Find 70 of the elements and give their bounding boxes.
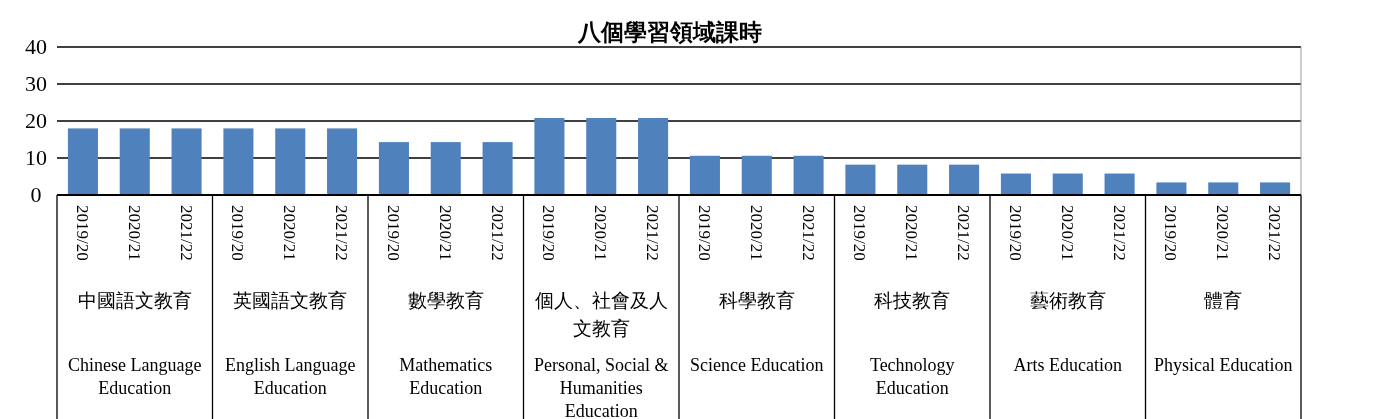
bar [638, 118, 669, 195]
x-tick-label: 2019/20 [1161, 205, 1181, 261]
x-tick-label: 2019/20 [694, 205, 714, 261]
bar [67, 128, 98, 195]
text: English Language Education [225, 355, 356, 398]
x-tick-label: 2019/20 [850, 205, 870, 261]
x-tick-label: 2021/22 [1265, 205, 1285, 261]
bar [327, 128, 358, 195]
bar [1000, 173, 1031, 195]
bar [482, 142, 513, 195]
x-tick-label: 2019/20 [1005, 205, 1025, 261]
bar [1104, 173, 1135, 195]
bar [171, 128, 202, 195]
y-tick-label: 20 [25, 108, 47, 133]
x-tick-label: 2020/21 [902, 205, 922, 261]
y-tick-label: 30 [25, 71, 47, 96]
x-tick-label: 2020/21 [591, 205, 611, 261]
bar [430, 142, 461, 195]
text: 中國語文教育 [77, 290, 192, 311]
text: 藝術教育 [1029, 290, 1106, 311]
y-tick-label: 0 [30, 182, 42, 207]
x-tick-label: 2021/22 [332, 205, 352, 261]
bar [119, 128, 150, 195]
bar [897, 164, 928, 195]
x-tick-label: 2020/21 [1213, 205, 1233, 261]
x-tick-label: 2021/22 [643, 205, 663, 261]
text: 英國語文教育 [233, 290, 348, 311]
x-tick-label: 2020/21 [280, 205, 300, 261]
text: Mathematics Education [399, 355, 493, 398]
x-tick-label: 2019/20 [383, 205, 403, 261]
text: 數學教育 [407, 290, 484, 311]
text: 個人、社會及人文教育 [534, 290, 668, 339]
text: 科技教育 [874, 290, 951, 311]
bar [689, 155, 720, 195]
bar [378, 142, 409, 195]
bar [1260, 182, 1291, 195]
y-tick-label: 10 [25, 145, 47, 170]
text: Physical Education [1154, 355, 1293, 375]
x-tick-label: 2019/20 [228, 205, 248, 261]
x-tick-label: 2020/21 [435, 205, 455, 261]
x-tick-label: 2021/22 [1109, 205, 1129, 261]
x-tick-label: 2021/22 [176, 205, 196, 261]
x-tick-label: 2021/22 [798, 205, 818, 261]
bar [1208, 182, 1239, 195]
bar [949, 164, 980, 195]
text: 體育 [1204, 290, 1243, 311]
x-tick-label: 2020/21 [124, 205, 144, 261]
bar [1156, 182, 1187, 195]
x-tick-label: 2019/20 [539, 205, 559, 261]
y-tick-label: 40 [25, 34, 47, 59]
x-tick-label: 2021/22 [954, 205, 974, 261]
text: Technology Education [869, 355, 955, 398]
x-tick-label: 2021/22 [487, 205, 507, 261]
bar [223, 128, 254, 195]
x-tick-label: 2020/21 [746, 205, 766, 261]
text: Arts Education [1013, 355, 1122, 375]
bar [275, 128, 306, 195]
x-tick-label: 2020/21 [1057, 205, 1077, 261]
bar [586, 118, 617, 195]
chart-title: 八個學習領域課時 [577, 20, 762, 45]
bar [793, 155, 824, 195]
text: Personal, Social & Humanities Education [534, 355, 669, 419]
text: 科學教育 [718, 290, 795, 311]
bar [1052, 173, 1083, 195]
bar [534, 118, 565, 195]
bar [845, 164, 876, 195]
bar [741, 155, 772, 195]
x-tick-label: 2019/20 [72, 205, 92, 261]
text: Science Education [690, 355, 824, 375]
text: Chinese Language Education [68, 355, 202, 398]
